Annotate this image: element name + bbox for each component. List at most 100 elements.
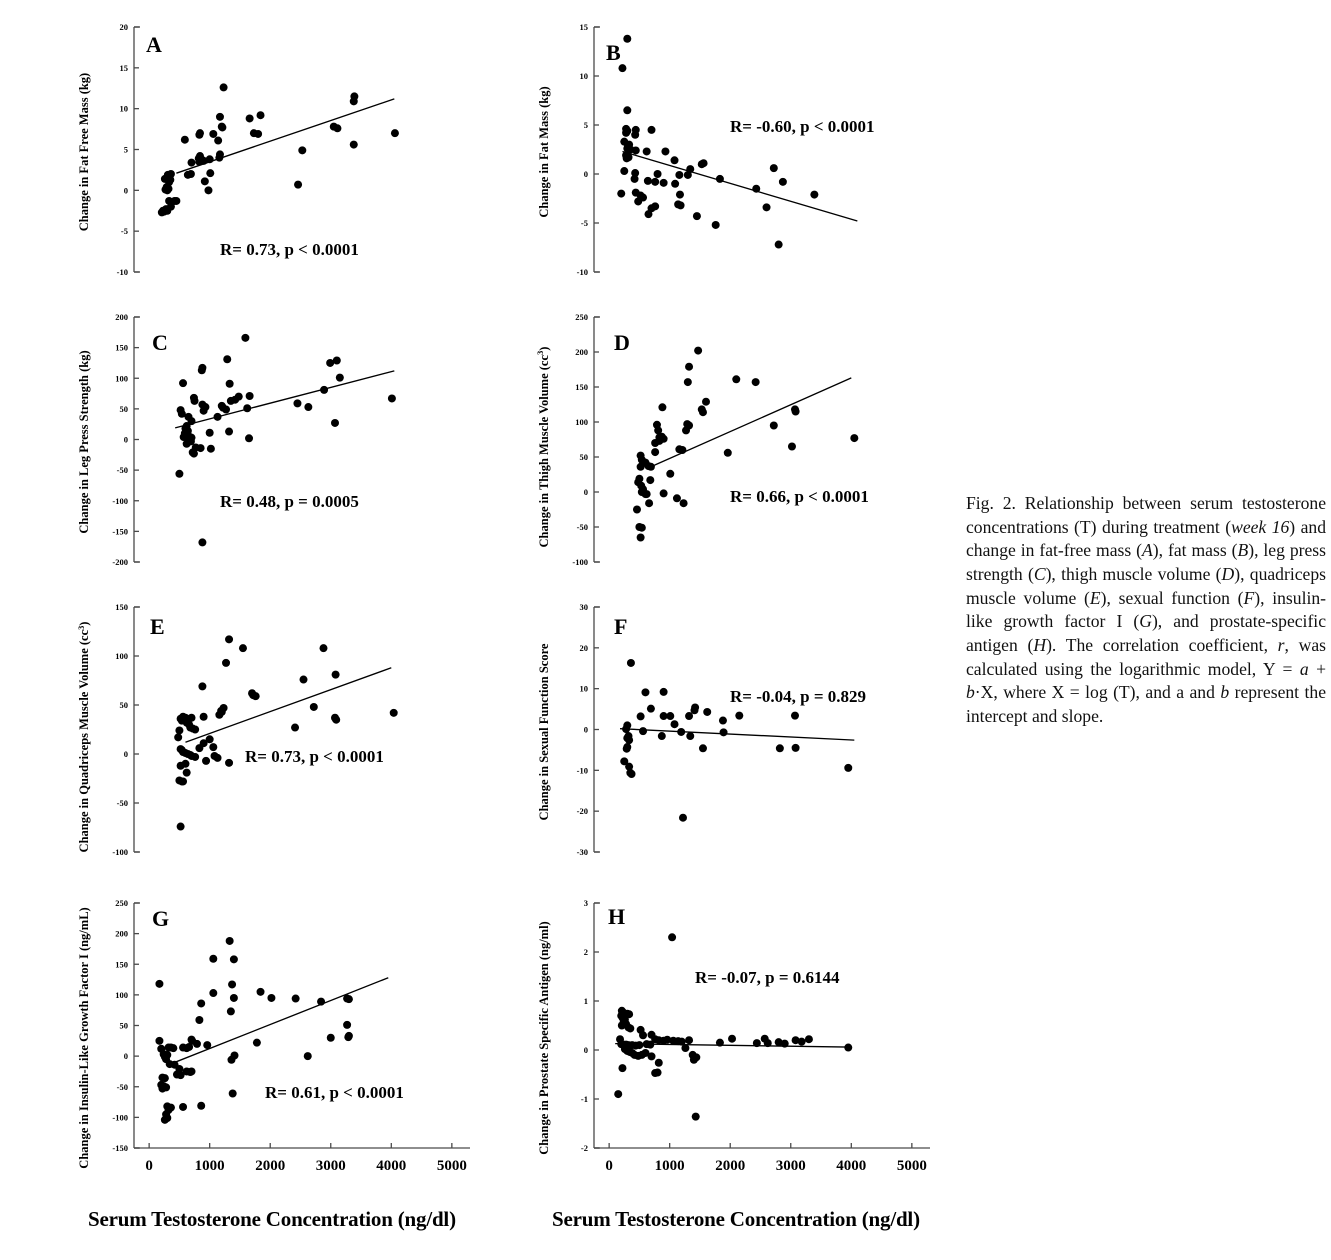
data-point <box>344 995 353 1004</box>
xtick-label: 1000 <box>195 1158 225 1174</box>
data-point <box>294 180 303 189</box>
data-point <box>202 756 211 765</box>
data-point <box>711 220 720 229</box>
ytick-label: 100 <box>575 417 588 427</box>
data-point <box>636 712 645 721</box>
xaxis-title-right: Serum Testosterone Concentration (ng/dl) <box>552 1207 920 1231</box>
ytick-label: 50 <box>120 1021 129 1031</box>
data-point <box>226 1007 235 1016</box>
data-point <box>195 130 204 139</box>
data-point <box>653 1068 662 1077</box>
data-point <box>769 164 778 173</box>
data-point <box>647 125 656 134</box>
data-point <box>215 112 224 121</box>
scatter-points <box>620 658 853 822</box>
data-point <box>245 392 254 401</box>
ytick-label: 150 <box>575 382 588 392</box>
data-point <box>718 716 727 725</box>
data-point <box>647 1052 656 1061</box>
data-point <box>326 358 335 367</box>
ytick-label: -30 <box>577 847 588 857</box>
data-point <box>387 394 396 403</box>
data-point <box>389 708 398 717</box>
data-point <box>844 763 853 772</box>
ytick-label: 15 <box>580 22 589 32</box>
data-point <box>654 426 663 435</box>
data-point <box>344 1031 353 1040</box>
ytick-label: -5 <box>581 218 588 228</box>
data-point <box>175 726 184 735</box>
data-point <box>303 1052 312 1061</box>
panel-h-plot: -2 -1 0 1 2 3 0 1000 2000 3000 4000 5000 H R= -0.07, … <box>537 898 930 1174</box>
ytick-label: 100 <box>115 373 128 383</box>
data-point <box>228 1089 237 1098</box>
data-point <box>679 499 688 508</box>
panel-c-leg-press-strength: -200 -150 -100 -50 0 50 100 150 200 C R= 0.48, p =… <box>70 302 500 602</box>
correlation-annotation: R= 0.73, p < 0.0001 <box>220 240 359 259</box>
ytick-label: 10 <box>580 684 589 694</box>
regression-line <box>185 667 392 743</box>
data-point <box>626 1024 635 1033</box>
ytick-label: 50 <box>580 452 589 462</box>
data-point <box>304 403 313 412</box>
data-point <box>238 644 247 653</box>
xtick-label: 5000 <box>897 1158 927 1174</box>
ytick-label: 150 <box>115 959 128 969</box>
ytick-label: 0 <box>584 725 588 735</box>
yaxis-title: Change in Fat Free Mass (kg) <box>77 73 91 231</box>
ytick-label: 0 <box>124 435 128 445</box>
data-point <box>622 128 631 137</box>
data-point <box>256 111 265 120</box>
correlation-annotation: R= 0.61, p < 0.0001 <box>265 1083 404 1102</box>
data-point <box>617 189 626 198</box>
ytick-label: -150 <box>112 1143 128 1153</box>
data-point <box>661 147 670 156</box>
data-point <box>299 675 308 684</box>
data-point <box>320 385 329 394</box>
data-point <box>241 333 250 342</box>
data-point <box>252 1038 261 1047</box>
data-point <box>646 1040 655 1049</box>
data-point <box>197 999 206 1008</box>
data-point <box>187 713 196 722</box>
data-point <box>229 993 238 1002</box>
data-point <box>651 448 660 457</box>
data-point <box>191 725 200 734</box>
data-point <box>225 936 234 945</box>
data-point <box>169 1044 178 1053</box>
data-point <box>658 403 667 412</box>
panel-letter: B <box>606 40 621 65</box>
data-point <box>330 418 339 427</box>
data-point <box>234 392 243 401</box>
data-point <box>309 702 318 711</box>
data-point <box>657 732 666 741</box>
data-point <box>187 158 196 167</box>
data-point <box>671 179 680 188</box>
data-point <box>723 448 732 457</box>
data-point <box>333 124 342 133</box>
ytick-label: 0 <box>584 169 588 179</box>
data-point <box>763 1039 772 1048</box>
ytick-label: 10 <box>580 71 589 81</box>
data-point <box>317 997 326 1006</box>
data-point <box>689 1055 698 1064</box>
data-point <box>206 169 215 178</box>
data-point <box>245 434 254 443</box>
data-point <box>690 706 699 715</box>
data-point <box>752 184 761 193</box>
data-point <box>631 169 640 178</box>
data-point <box>215 153 224 162</box>
panel-a-fat-free-mass: -10 -5 0 5 10 15 20 A R= 0.73, p < 0.0001 Change … <box>70 12 500 312</box>
data-point <box>618 1064 627 1073</box>
data-point <box>683 170 692 179</box>
data-point <box>182 768 191 777</box>
data-point <box>176 822 185 831</box>
ytick-label: 0 <box>584 487 588 497</box>
data-point <box>197 1101 206 1110</box>
data-point <box>735 711 744 720</box>
data-point <box>774 1038 783 1047</box>
data-point <box>691 1112 700 1121</box>
data-point <box>198 682 207 691</box>
ytick-label: 0 <box>124 749 128 759</box>
data-point <box>675 190 684 199</box>
